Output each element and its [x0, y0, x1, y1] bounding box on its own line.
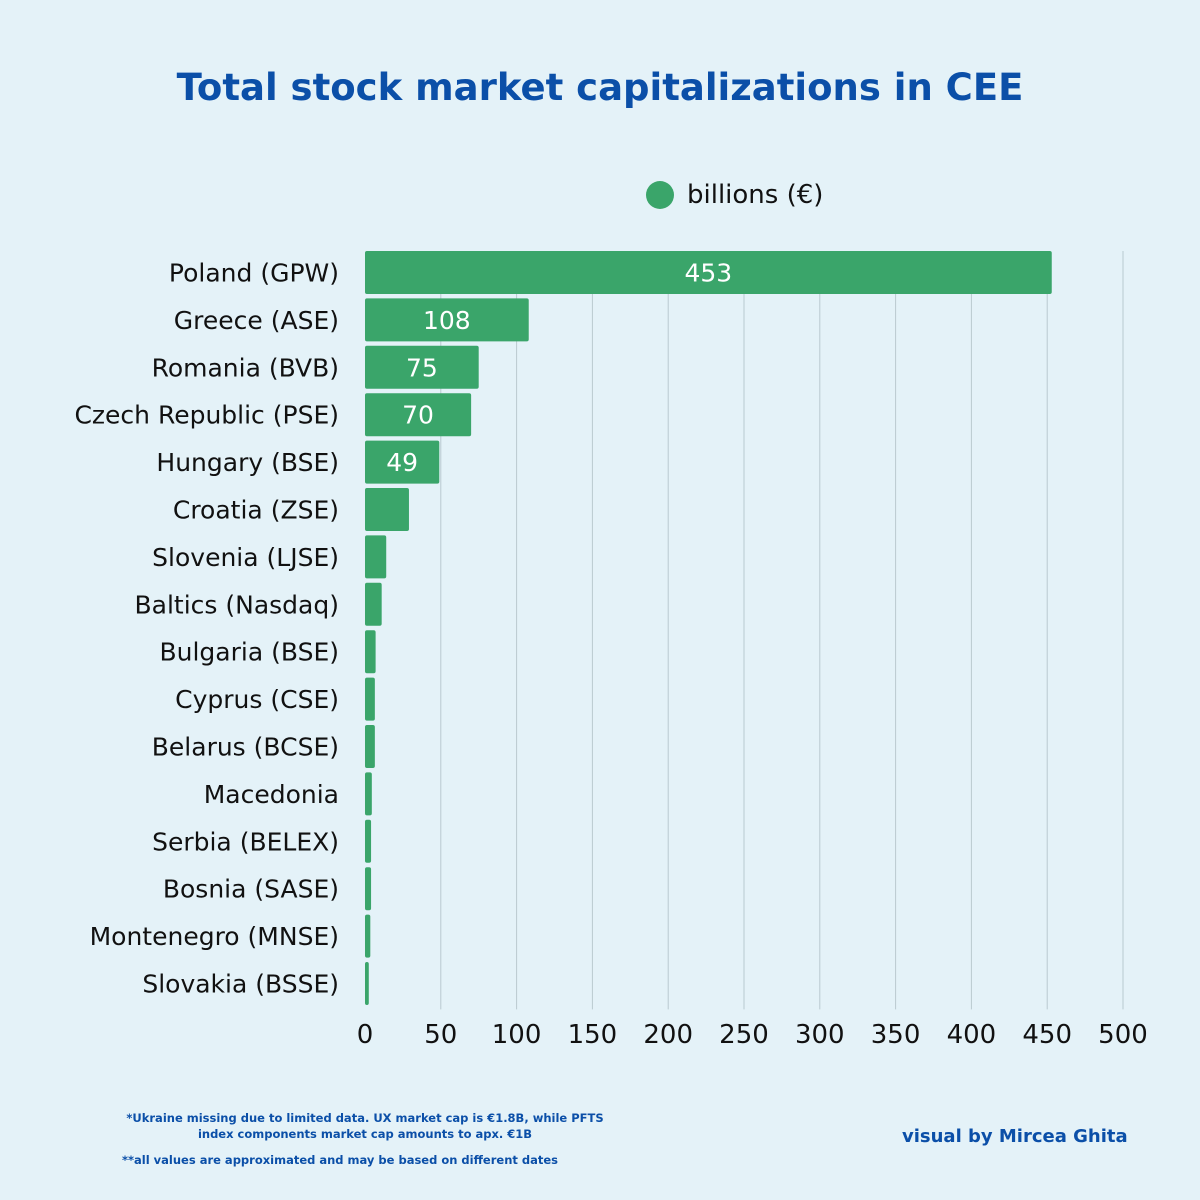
bar — [365, 440, 440, 484]
legend-label: billions (€) — [687, 180, 824, 210]
x-tick-label: 200 — [643, 1020, 693, 1050]
bar — [365, 962, 369, 1005]
category-label: Belarus (BCSE) — [152, 733, 339, 762]
x-tick-label: 500 — [1098, 1020, 1148, 1050]
bar — [365, 251, 1052, 294]
bar-value-label: 70 — [402, 401, 434, 430]
bar — [365, 582, 382, 626]
x-tick-label: 350 — [871, 1020, 921, 1050]
category-label: Bosnia (SASE) — [163, 875, 339, 904]
bar — [365, 488, 409, 531]
category-label: Bulgaria (BSE) — [159, 638, 339, 667]
bar — [365, 725, 375, 768]
category-label: Poland (GPW) — [169, 259, 339, 288]
category-label: Romania (BVB) — [152, 353, 339, 382]
x-tick-label: 100 — [492, 1020, 542, 1050]
x-tick-label: 400 — [947, 1020, 997, 1050]
bars: 453 108 75 70 49 — [365, 251, 1052, 1005]
bar — [365, 819, 372, 863]
x-tick-label: 250 — [719, 1020, 769, 1050]
x-tick-label: 300 — [795, 1020, 845, 1050]
chart-title: Total stock market capitalizations in CE… — [176, 66, 1024, 109]
category-label: Baltics (Nasdaq) — [135, 590, 340, 619]
bar — [365, 535, 387, 579]
bar — [365, 677, 375, 721]
x-tick-labels: 0 50 100 150 200 250 300 350 400 450 500 — [357, 1020, 1148, 1050]
x-tick-label: 0 — [357, 1020, 374, 1050]
category-label: Croatia (ZSE) — [173, 496, 339, 525]
bar — [365, 630, 376, 674]
category-label: Slovakia (BSSE) — [142, 970, 339, 999]
footnote-ukraine: *Ukraine missing due to limited data. UX… — [126, 1111, 604, 1141]
bar — [365, 867, 372, 911]
bar — [365, 345, 479, 389]
category-label: Montenegro (MNSE) — [90, 922, 339, 951]
bar-value-label: 75 — [406, 353, 438, 382]
category-label: Serbia (BELEX) — [152, 827, 339, 856]
x-tick-label: 450 — [1022, 1020, 1072, 1050]
bar — [365, 914, 371, 958]
footnote-approx: **all values are approximated and may be… — [121, 1153, 559, 1167]
category-label: Cyprus (CSE) — [175, 685, 339, 714]
category-label: Greece (ASE) — [174, 306, 339, 335]
legend-swatch — [646, 181, 674, 209]
legend: billions (€) — [646, 180, 823, 210]
bar — [365, 298, 529, 342]
bar-value-label: 49 — [386, 448, 418, 477]
bar-value-label: 108 — [423, 306, 471, 335]
category-label: Slovenia (LJSE) — [152, 543, 339, 572]
bar — [365, 772, 372, 816]
grid-lines — [440, 251, 1124, 1010]
credit: visual by Mircea Ghita — [902, 1126, 1128, 1147]
category-label: Hungary (BSE) — [156, 448, 339, 477]
category-label: Czech Republic (PSE) — [74, 401, 339, 430]
bar — [365, 393, 472, 437]
bar-value-label: 453 — [685, 259, 733, 288]
category-labels: Poland (GPW) Greece (ASE) Romania (BVB) Cze… — [74, 259, 339, 999]
x-tick-label: 150 — [568, 1020, 618, 1050]
x-tick-label: 50 — [424, 1020, 457, 1050]
category-label: Macedonia — [204, 780, 339, 809]
